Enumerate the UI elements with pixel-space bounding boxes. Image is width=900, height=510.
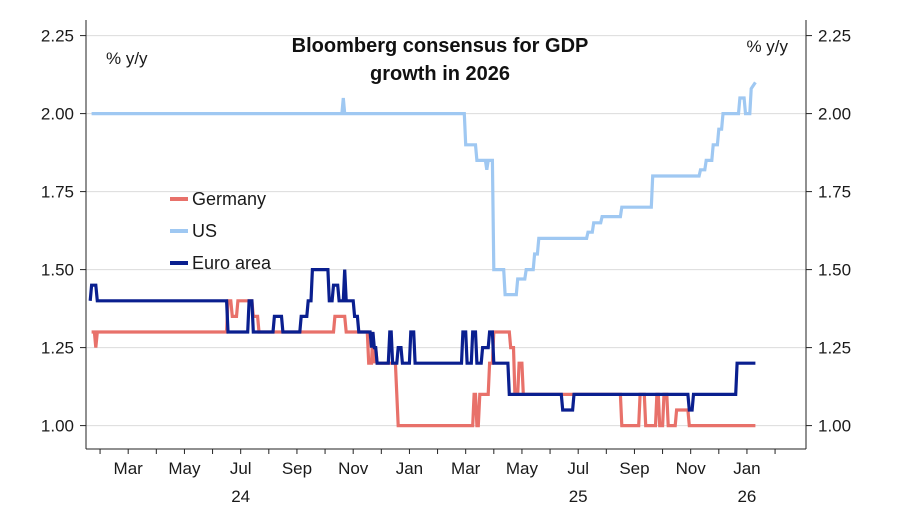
x-tick-label-sep: Sep	[282, 459, 312, 478]
left-tick-label: 1.75	[41, 183, 74, 202]
left-y-axis-ticks: 1.00 1.25 1.50 1.75 2.00 2.25	[41, 27, 86, 436]
x-year-label-25: 25	[569, 487, 588, 506]
series-lines	[88, 81, 757, 428]
x-tick-label-jan: Jan	[396, 459, 423, 478]
chart-title-line-1: Bloomberg consensus for GDP	[292, 35, 589, 57]
left-axis-unit: % y/y	[106, 49, 148, 68]
legend-label-us: US	[192, 221, 217, 241]
x-year-label-26: 26	[737, 487, 756, 506]
left-tick-label: 1.25	[41, 339, 74, 358]
x-tick-label-jul: Jul	[567, 459, 589, 478]
series-line-euro-area	[88, 268, 756, 412]
right-axis-unit: % y/y	[746, 37, 788, 56]
x-tick-label-mar: Mar	[451, 459, 481, 478]
x-tick-label-mar: Mar	[114, 459, 144, 478]
left-tick-label: 1.00	[41, 417, 74, 436]
legend-label-germany: Germany	[192, 189, 266, 209]
left-tick-label: 2.25	[41, 27, 74, 46]
legend-label-euro-area: Euro area	[192, 253, 272, 273]
left-tick-label: 2.00	[41, 105, 74, 124]
right-tick-label: 2.00	[818, 105, 851, 124]
x-tick-label-jan: Jan	[733, 459, 760, 478]
x-tick-label-sep: Sep	[619, 459, 649, 478]
right-tick-label: 1.75	[818, 183, 851, 202]
x-year-label-24: 24	[231, 487, 250, 506]
x-tick-label-nov: Nov	[338, 459, 369, 478]
left-tick-label: 1.50	[41, 261, 74, 280]
x-tick-label-nov: Nov	[676, 459, 707, 478]
right-tick-label: 2.25	[818, 27, 851, 46]
x-tick-label-may: May	[168, 459, 201, 478]
x-tick-label-may: May	[506, 459, 539, 478]
right-tick-label: 1.25	[818, 339, 851, 358]
series-line-us	[91, 81, 757, 297]
right-y-axis-ticks: 1.00 1.25 1.50 1.75 2.00 2.25	[806, 27, 851, 436]
chart-title-line-2: growth in 2026	[370, 63, 510, 85]
x-tick-label-jul: Jul	[230, 459, 252, 478]
right-tick-label: 1.00	[818, 417, 851, 436]
x-axis-ticks: Mar May Jul Sep Nov Jan Mar May Jul Sep Nov Jan 24 25…	[99, 449, 776, 506]
legend: Germany US Euro area	[170, 189, 272, 273]
right-tick-label: 1.50	[818, 261, 851, 280]
